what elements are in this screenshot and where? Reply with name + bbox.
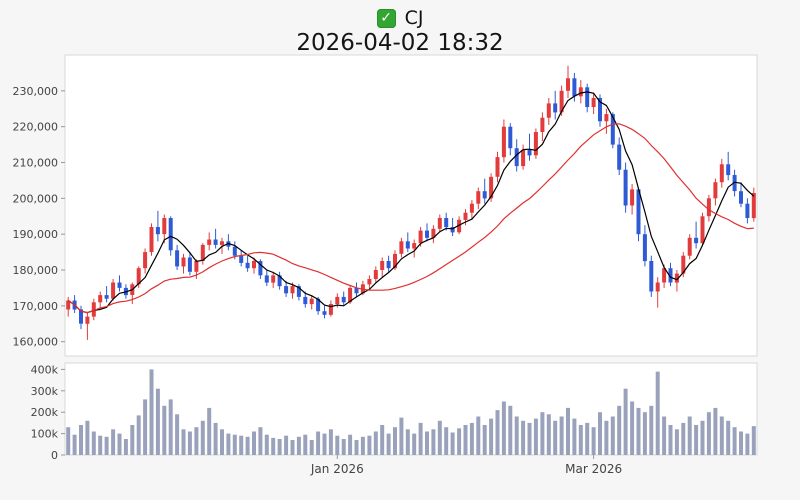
svg-text:200,000: 200,000 [13, 192, 59, 205]
svg-text:400k: 400k [31, 363, 59, 376]
svg-text:100k: 100k [31, 428, 59, 441]
stock-symbol: CJ [404, 7, 424, 29]
ma-line-ma20 [67, 123, 754, 314]
svg-text:Jan 2026: Jan 2026 [310, 462, 364, 476]
svg-text:200k: 200k [31, 406, 59, 419]
svg-text:210,000: 210,000 [13, 157, 59, 170]
chart-header: ✓ CJ 2026-04-02 18:32 [0, 0, 800, 56]
volume-bars [66, 369, 756, 455]
svg-text:230,000: 230,000 [13, 85, 59, 98]
x-axis-ticks: Jan 2026 Mar 2026 [310, 455, 622, 476]
checkbox-checked-icon: ✓ [376, 8, 396, 28]
volume-plot-area [64, 362, 758, 456]
svg-text:160,000: 160,000 [13, 336, 59, 349]
svg-text:220,000: 220,000 [13, 121, 59, 134]
svg-text:Mar 2026: Mar 2026 [565, 462, 622, 476]
chart-timestamp: 2026-04-02 18:32 [296, 30, 504, 56]
volume-axis-ticks: 0 100k 200k 300k 400k [31, 363, 65, 462]
ma-line-ma5 [67, 91, 755, 314]
svg-text:170,000: 170,000 [13, 300, 59, 313]
candles [66, 65, 756, 340]
price-axis-ticks: 160,000 170,000 180,000 190,000 200,000 210,0… [13, 85, 65, 349]
svg-text:0: 0 [51, 449, 58, 462]
svg-text:190,000: 190,000 [13, 228, 59, 241]
svg-text:300k: 300k [31, 385, 59, 398]
check-icon: ✓ [380, 10, 392, 26]
svg-text:180,000: 180,000 [13, 264, 59, 277]
symbol-row: ✓ CJ [0, 0, 800, 29]
price-plot-area [64, 54, 758, 357]
